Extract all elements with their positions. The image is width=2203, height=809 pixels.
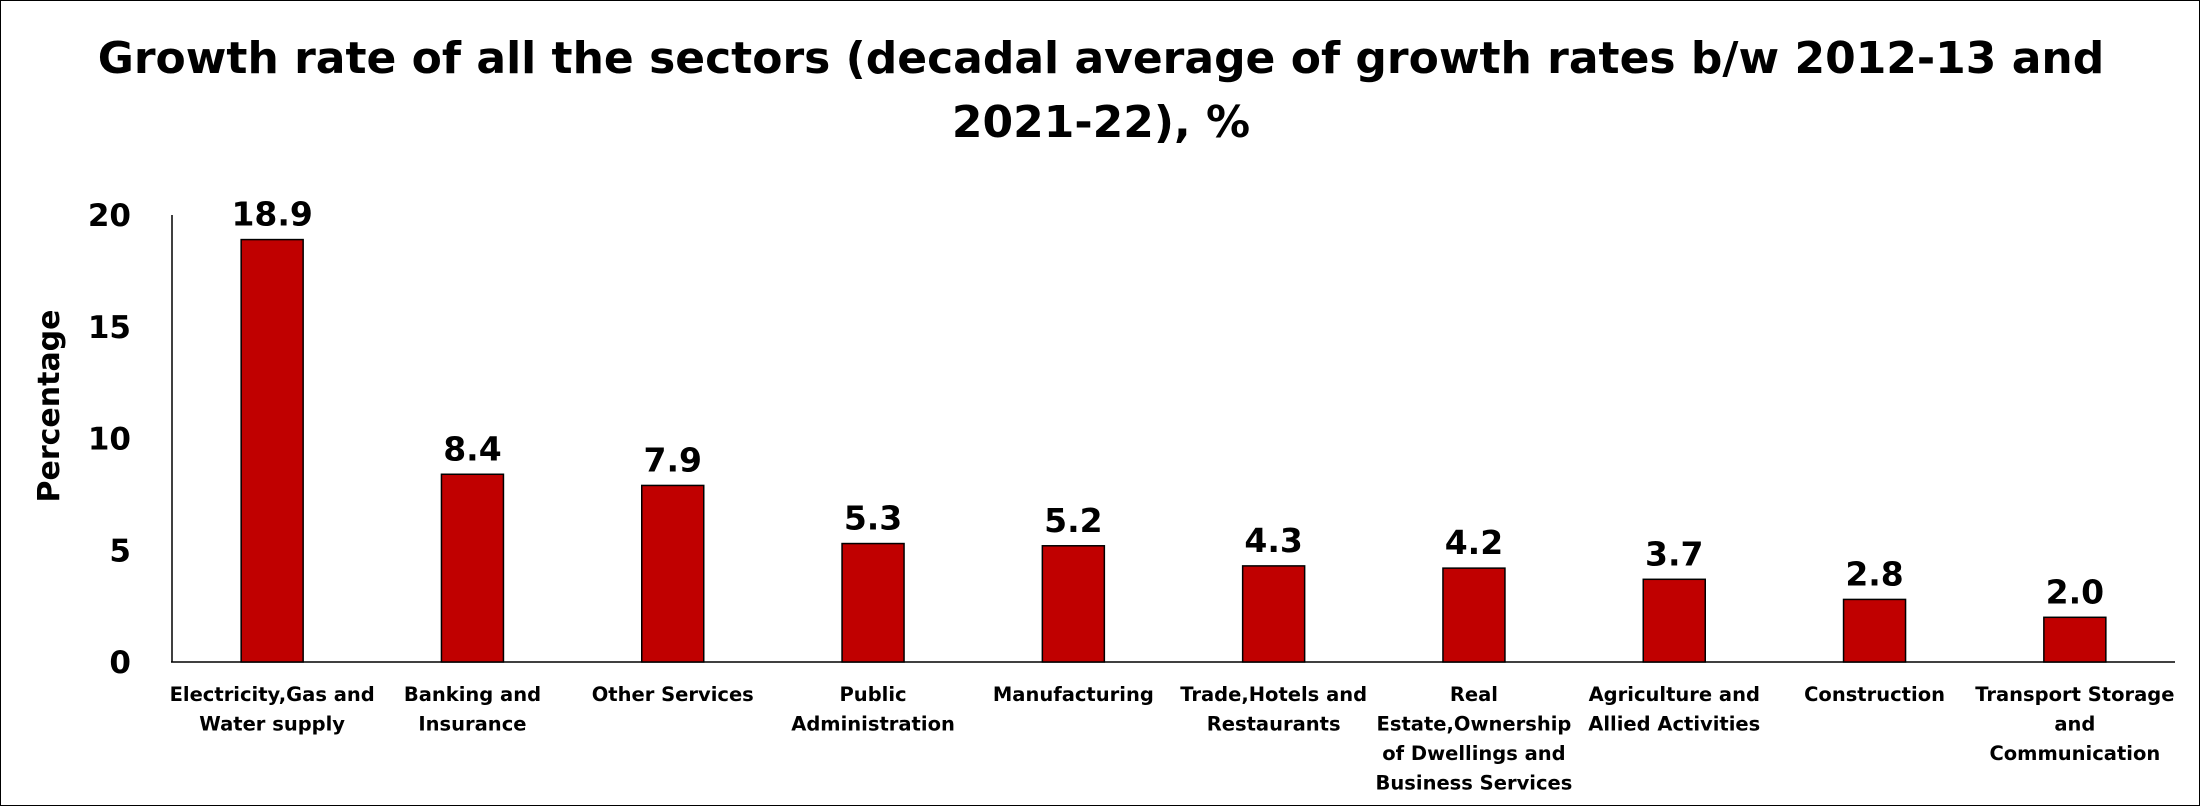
- x-tick-label: Real Estate,Ownership of Dwellings and Busi…: [1376, 683, 1573, 795]
- y-tick-label: 5: [109, 533, 131, 569]
- chart-title-line: 2021-22), %: [952, 97, 1250, 148]
- bar: [2043, 616, 2107, 663]
- x-tick-label-line: Insurance: [418, 713, 526, 736]
- bars-group: [240, 238, 2107, 663]
- x-tick-label-line: of Dwellings and: [1382, 742, 1565, 765]
- y-axis-label: Percentage: [32, 309, 67, 502]
- data-label: 4.3: [1244, 521, 1302, 560]
- x-tick-label-line: Water supply: [199, 713, 345, 736]
- x-tick-label-line: Manufacturing: [993, 683, 1154, 706]
- x-tick-label-line: Agriculture and: [1589, 683, 1760, 706]
- bar: [841, 542, 905, 663]
- x-tick-label-line: Trade,Hotels and: [1180, 683, 1367, 706]
- x-tick-label-line: Other Services: [592, 683, 754, 706]
- y-axis-ticks: 0 5 10 15 20: [88, 198, 131, 681]
- bar: [1842, 598, 1907, 663]
- y-tick-label: 15: [88, 310, 131, 346]
- x-tick-label: Manufacturing: [993, 683, 1154, 706]
- bar: [440, 473, 505, 663]
- chart-title: Growth rate of all the sectors (decadal …: [98, 33, 2105, 148]
- x-tick-label-line: Restaurants: [1207, 713, 1341, 736]
- bar: [1041, 545, 1106, 663]
- x-tick-label-line: Business Services: [1376, 772, 1573, 795]
- data-labels-group: 18.9 8.4 7.9 5.3 5.2 4.3 4.2 3.7 2.8 2.0: [231, 195, 2104, 612]
- x-tick-label: Public Administration: [791, 683, 955, 736]
- x-tick-label-line: Banking and: [404, 683, 541, 706]
- x-tick-label: Construction: [1804, 683, 1945, 706]
- data-label: 18.9: [231, 195, 312, 234]
- y-tick-label: 20: [88, 198, 131, 234]
- data-label: 2.8: [1845, 554, 1903, 593]
- bar: [641, 484, 705, 663]
- y-tick-label: 10: [88, 422, 131, 458]
- data-label: 8.4: [443, 429, 501, 468]
- bar: [240, 238, 304, 663]
- bar: [1642, 578, 1706, 663]
- data-label: 4.2: [1445, 523, 1503, 562]
- data-label: 2.0: [2046, 572, 2104, 611]
- x-tick-label: Transport Storage and Communication: [1975, 683, 2174, 765]
- x-tick-label: Banking and Insurance: [404, 683, 541, 736]
- x-tick-label: Agriculture and Allied Activities: [1588, 683, 1760, 736]
- y-tick-label: 0: [109, 645, 131, 681]
- data-label: 3.7: [1645, 534, 1703, 573]
- x-tick-label: Trade,Hotels and Restaurants: [1180, 683, 1367, 736]
- x-tick-label: Other Services: [592, 683, 754, 706]
- x-tick-label-line: Public: [840, 683, 907, 706]
- x-tick-label-line: Allied Activities: [1588, 713, 1760, 736]
- data-label: 5.3: [844, 499, 902, 538]
- x-tick-label-line: Electricity,Gas and: [170, 683, 375, 706]
- data-label: 5.2: [1044, 501, 1102, 540]
- x-tick-label-line: Administration: [791, 713, 955, 736]
- chart-title-line: Growth rate of all the sectors (decadal …: [98, 33, 2105, 84]
- x-tick-label-line: Real: [1450, 683, 1498, 706]
- data-label: 7.9: [644, 440, 702, 479]
- x-tick-label: Electricity,Gas and Water supply: [170, 683, 375, 736]
- x-tick-label-line: and: [2054, 713, 2095, 736]
- x-tick-label-line: Construction: [1804, 683, 1945, 706]
- bar: [1442, 567, 1506, 663]
- bar: [1241, 565, 1306, 663]
- x-tick-label-line: Estate,Ownership: [1377, 713, 1572, 736]
- x-tick-label-line: Transport Storage: [1975, 683, 2174, 706]
- x-axis-ticks: Electricity,Gas and Water supply Banking a…: [170, 683, 2175, 795]
- x-tick-label-line: Communication: [1989, 742, 2160, 765]
